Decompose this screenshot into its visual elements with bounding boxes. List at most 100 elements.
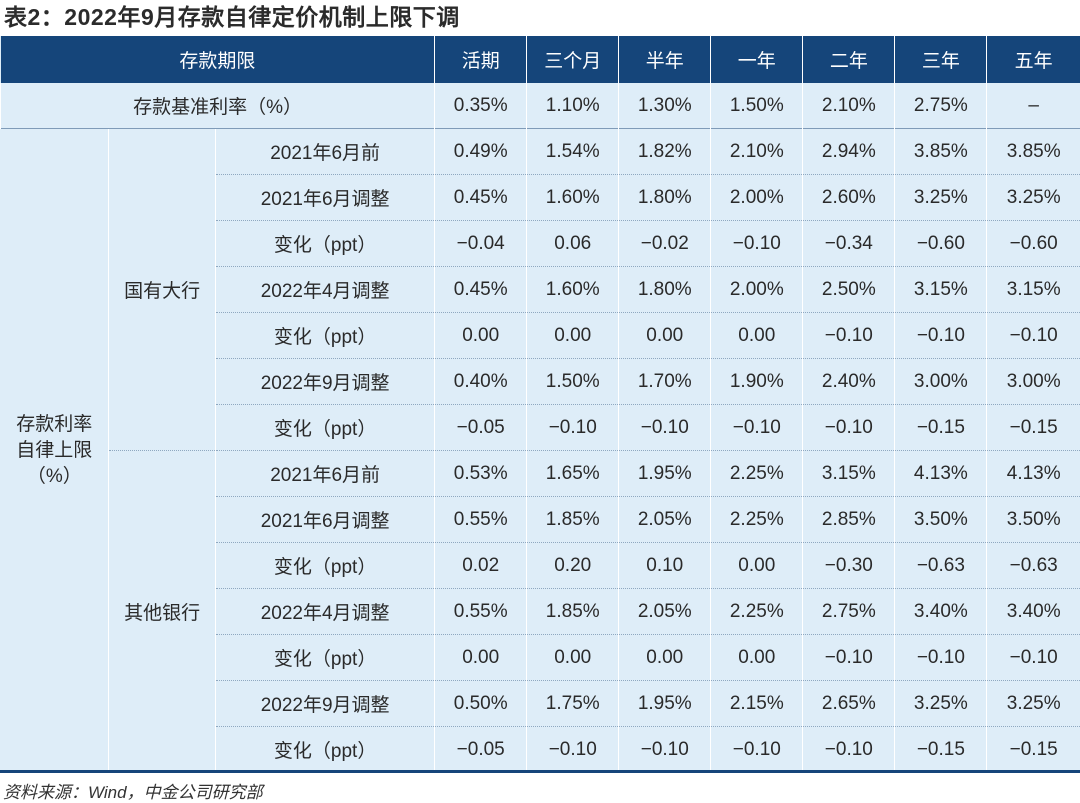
rate-cell: 0.00 <box>527 313 619 359</box>
rate-cell: −0.02 <box>619 221 711 267</box>
base-rate-cell: – <box>987 83 1080 129</box>
rate-cell: 1.60% <box>527 175 619 221</box>
row-label: 变化（ppt） <box>216 727 435 773</box>
rate-cell: −0.60 <box>987 221 1080 267</box>
rate-cell: 3.40% <box>987 589 1080 635</box>
header-term-label: 存款期限 <box>1 36 435 83</box>
rate-cell: 1.54% <box>527 129 619 175</box>
rate-cell: −0.10 <box>803 313 895 359</box>
rate-cell: 3.15% <box>895 267 987 313</box>
rate-cell: 3.50% <box>895 497 987 543</box>
rate-cell: 1.80% <box>619 175 711 221</box>
rate-cell: −0.10 <box>619 405 711 451</box>
group-label: 存款利率自律上限（%） <box>1 129 109 773</box>
row-label: 2021年6月前 <box>216 129 435 175</box>
rate-cell: −0.34 <box>803 221 895 267</box>
row-label: 变化（ppt） <box>216 543 435 589</box>
rate-cell: 0.53% <box>435 451 527 497</box>
rate-cell: −0.10 <box>803 727 895 773</box>
row-label: 2021年6月调整 <box>216 175 435 221</box>
table-body: 存款基准利率（%） 0.35% 1.10% 1.30% 1.50% 2.10% … <box>1 83 1080 772</box>
rate-cell: 1.95% <box>619 451 711 497</box>
rate-cell: −0.63 <box>895 543 987 589</box>
rate-cell: 3.40% <box>895 589 987 635</box>
rate-cell: 0.00 <box>619 635 711 681</box>
rate-cell: 3.85% <box>895 129 987 175</box>
rate-cell: 0.45% <box>435 267 527 313</box>
header-term: 三个月 <box>527 36 619 83</box>
rate-cell: 0.40% <box>435 359 527 405</box>
rate-table-container: 存款期限 活期 三个月 半年 一年 二年 三年 五年 存款基准利率（%） 0.3… <box>0 36 1080 770</box>
base-rate-cell: 2.75% <box>895 83 987 129</box>
header-term: 五年 <box>987 36 1080 83</box>
base-rate-cell: 1.50% <box>711 83 803 129</box>
rate-cell: −0.10 <box>711 727 803 773</box>
header-term: 三年 <box>895 36 987 83</box>
rate-cell: 3.15% <box>987 267 1080 313</box>
row-label: 变化（ppt） <box>216 635 435 681</box>
group-label-line: （%） <box>1 464 109 490</box>
rate-cell: −0.15 <box>895 405 987 451</box>
rate-cell: 1.82% <box>619 129 711 175</box>
rate-cell: 1.60% <box>527 267 619 313</box>
rate-cell: 2.75% <box>803 589 895 635</box>
rate-cell: 0.00 <box>435 635 527 681</box>
rate-cell: 0.20 <box>527 543 619 589</box>
rate-cell: 3.25% <box>987 175 1080 221</box>
base-rate-row: 存款基准利率（%） 0.35% 1.10% 1.30% 1.50% 2.10% … <box>1 83 1080 129</box>
row-label: 2021年6月调整 <box>216 497 435 543</box>
rate-cell: −0.05 <box>435 405 527 451</box>
row-label: 变化（ppt） <box>216 221 435 267</box>
rate-cell: 2.94% <box>803 129 895 175</box>
base-rate-cell: 1.10% <box>527 83 619 129</box>
rate-cell: 3.00% <box>987 359 1080 405</box>
rate-cell: −0.05 <box>435 727 527 773</box>
rate-cell: 0.49% <box>435 129 527 175</box>
rate-cell: 2.50% <box>803 267 895 313</box>
rate-cell: 0.00 <box>711 313 803 359</box>
rate-cell: −0.10 <box>527 405 619 451</box>
deposit-rate-table: 存款期限 活期 三个月 半年 一年 二年 三年 五年 存款基准利率（%） 0.3… <box>0 36 1080 772</box>
rate-cell: −0.10 <box>803 635 895 681</box>
rate-cell: −0.15 <box>987 405 1080 451</box>
rate-cell: −0.10 <box>711 221 803 267</box>
rate-cell: −0.10 <box>895 313 987 359</box>
group-label-line: 存款利率 <box>1 412 109 438</box>
base-rate-cell: 0.35% <box>435 83 527 129</box>
row-label: 变化（ppt） <box>216 313 435 359</box>
rate-cell: 3.85% <box>987 129 1080 175</box>
rate-cell: 0.50% <box>435 681 527 727</box>
rate-cell: 2.00% <box>711 267 803 313</box>
rate-cell: 0.06 <box>527 221 619 267</box>
rate-cell: 2.40% <box>803 359 895 405</box>
row-label: 变化（ppt） <box>216 405 435 451</box>
rate-cell: 3.25% <box>895 175 987 221</box>
row-label: 2022年4月调整 <box>216 267 435 313</box>
rate-cell: −0.30 <box>803 543 895 589</box>
rate-cell: 1.90% <box>711 359 803 405</box>
rate-cell: 2.60% <box>803 175 895 221</box>
rate-cell: 2.10% <box>711 129 803 175</box>
rate-cell: −0.60 <box>895 221 987 267</box>
rate-cell: 2.05% <box>619 589 711 635</box>
group-label-line: 自律上限 <box>1 438 109 464</box>
row-label: 2021年6月前 <box>216 451 435 497</box>
rate-cell: 2.25% <box>711 497 803 543</box>
row-label: 2022年9月调整 <box>216 359 435 405</box>
rate-cell: 0.00 <box>711 543 803 589</box>
rate-cell: 2.00% <box>711 175 803 221</box>
rate-cell: 1.70% <box>619 359 711 405</box>
rate-cell: 3.50% <box>987 497 1080 543</box>
rate-cell: −0.04 <box>435 221 527 267</box>
header-term: 活期 <box>435 36 527 83</box>
rate-cell: 0.00 <box>435 313 527 359</box>
rate-cell: −0.10 <box>619 727 711 773</box>
header-term: 二年 <box>803 36 895 83</box>
header-term: 一年 <box>711 36 803 83</box>
rate-cell: 1.50% <box>527 359 619 405</box>
rate-cell: 2.85% <box>803 497 895 543</box>
rate-cell: 4.13% <box>987 451 1080 497</box>
base-rate-cell: 1.30% <box>619 83 711 129</box>
table-title: 表2：2022年9月存款自律定价机制上限下调 <box>4 0 460 36</box>
